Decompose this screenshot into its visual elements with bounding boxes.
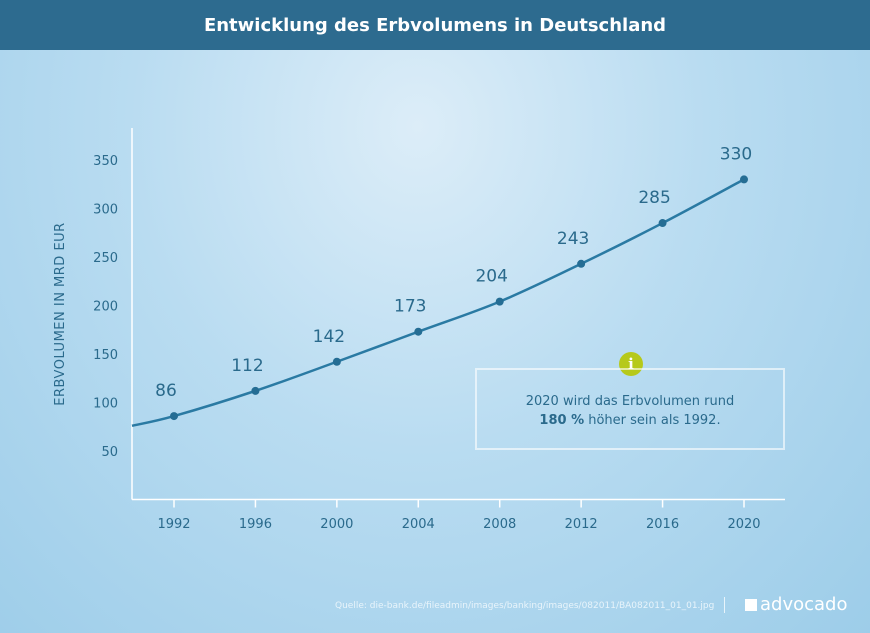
y-axis-label: ERBVOLUMEN IN MRD EUR [53,222,68,405]
y-tick-label: 150 [93,348,118,363]
data-label: 330 [720,144,752,164]
info-box: 2020 wird das Erbvolumen rund 180 % höhe… [475,368,785,450]
x-tick-label: 2000 [320,517,353,532]
y-tick-label: 200 [93,300,118,315]
x-tick-label: 2020 [727,517,760,532]
x-tick-label: 2008 [483,517,516,532]
info-percent: 180 % [539,413,585,428]
data-label: 142 [313,327,345,347]
y-tick-label: 300 [93,203,118,218]
data-label: 86 [155,381,177,401]
divider [724,597,725,613]
advocado-logo: advocado [745,594,848,615]
source-text: Quelle: die-bank.de/fileadmin/images/ban… [335,601,715,611]
logo-text: advocado [760,594,848,615]
chart-title: Entwicklung des Erbvolumens in Deutschla… [0,0,870,50]
data-point [740,175,748,184]
data-point [414,327,423,336]
info-line1: 2020 wird das Erbvolumen rund [525,394,735,409]
x-tick-label: 2016 [646,517,679,532]
data-label: 173 [394,297,426,317]
data-point [251,386,260,395]
data-label: 204 [475,267,507,287]
logo-mark-icon [745,598,757,611]
y-tick-label: 350 [93,154,118,169]
x-tick-label: 2012 [565,517,598,532]
data-label: 112 [231,356,263,376]
y-tick-label: 50 [101,445,118,460]
data-point [495,297,504,306]
x-tick-label: 2004 [402,517,435,532]
info-icon: i [619,352,643,376]
y-tick-label: 100 [93,397,118,412]
data-label: 285 [638,188,670,208]
data-label: 243 [557,229,589,249]
x-tick-label: 1996 [239,517,272,532]
info-line2: höher sein als 1992. [584,413,721,428]
data-point [170,412,178,421]
x-tick-label: 1992 [157,517,190,532]
y-tick-label: 250 [93,251,118,266]
data-point [577,259,586,268]
data-point [332,357,341,366]
data-point [658,219,667,228]
